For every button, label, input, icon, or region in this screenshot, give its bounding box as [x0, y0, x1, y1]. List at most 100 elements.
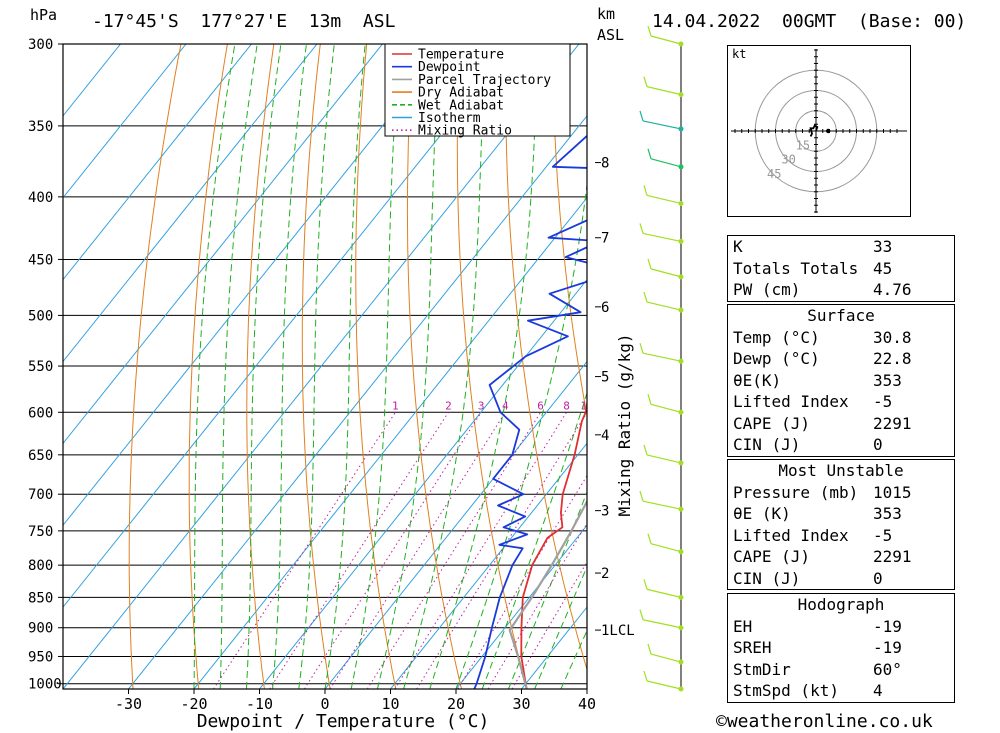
temp-tick-label: 20 [447, 695, 465, 713]
surface-value: 22.8 [873, 349, 912, 368]
km-tick-label: 1LCL [601, 623, 635, 639]
most-unstable-key: θE (K) [733, 504, 791, 523]
wind-barb-flag [647, 643, 652, 655]
temp-tick-label: -30 [115, 695, 142, 713]
wet-adiabat [350, 44, 401, 689]
surface-row: Dewp (°C) 22.8 [728, 348, 954, 370]
hodograph-stat-row: EH -19 [728, 616, 954, 638]
km-tick-label: 7 [601, 231, 609, 247]
hodograph-trace [809, 124, 819, 137]
km-tick-label: 6 [601, 300, 609, 316]
index-row: PW (cm) 4.76 [728, 279, 954, 301]
surface-value: 353 [873, 370, 902, 390]
surface-key: Lifted Index [733, 392, 849, 411]
hodograph-stat-key: EH [733, 616, 753, 636]
isotherm-line [586, 688, 587, 689]
hodograph-stat-row: SREH -19 [728, 637, 954, 659]
wind-barb-flag [639, 490, 644, 502]
wet-adiabat [298, 44, 335, 689]
isotherm-line [63, 44, 187, 199]
mixing-ratio-line [303, 412, 482, 689]
wet-adiabat [455, 180, 587, 689]
surface-value: 0 [873, 435, 883, 454]
index-value: 33 [873, 237, 893, 256]
wind-barb-flag [639, 110, 644, 122]
mixing-ratio-label: 4 [502, 399, 509, 412]
hodograph-stat-value: -19 [873, 638, 902, 657]
surface-value: 2291 [873, 413, 912, 433]
dry-adiabat [692, 44, 720, 689]
hodograph-stat-value: 60° [873, 659, 902, 679]
wind-barb-flag [647, 258, 652, 270]
wet-adiabat [534, 565, 587, 689]
most-unstable-key: Pressure (mb) [733, 482, 859, 502]
isotherm-line [653, 44, 721, 689]
km-tick-label: 4 [601, 428, 609, 444]
indices-table: K 33 Totals Totals 45 PW (cm) 4.76 [727, 235, 955, 302]
datetime-title: 14.04.2022 00GMT (Base: 00) [652, 11, 967, 32]
most-unstable-value: -5 [873, 525, 893, 545]
dry-adiabat [246, 44, 275, 689]
hodograph-stat-row: StmSpd (kt) 4 [728, 680, 954, 702]
wet-adiabat [586, 687, 587, 689]
pressure-tick-label: 600 [28, 405, 53, 421]
mixing-ratio-line [487, 522, 587, 689]
legend-entry: Mixing Ratio [418, 124, 512, 139]
most-unstable-row: θE (K) 353 [728, 503, 954, 525]
hodograph-unit: kt [732, 47, 746, 61]
legend-entry: Wet Adiabat [418, 98, 504, 113]
index-key: Totals Totals [733, 258, 859, 278]
temp-tick-label: 30 [512, 695, 530, 713]
wet-adiabat [245, 44, 282, 689]
storm-motion-dot [825, 128, 831, 134]
most-unstable-row: Lifted Index -5 [728, 525, 954, 547]
dry-adiabat [456, 44, 528, 689]
wind-barb-flag [647, 25, 652, 37]
temp-tick-label: 40 [578, 695, 596, 713]
surface-value: -5 [873, 392, 893, 411]
pressure-tick-label: 800 [28, 558, 53, 574]
temp-tick-label: 10 [381, 695, 399, 713]
credit-link[interactable]: ©weatheronline.co.uk [716, 711, 933, 732]
hodograph-ring-label: 45 [767, 167, 781, 181]
x-axis-label: Dewpoint / Temperature (°C) [197, 711, 490, 732]
legend-entry: Parcel Trajectory [418, 73, 551, 88]
hodograph-stat-value: -19 [873, 616, 902, 636]
index-value: 4.76 [873, 280, 912, 299]
surface-key: CIN (J) [733, 435, 801, 454]
km-label: km [597, 5, 616, 23]
wind-barb-shaft [650, 403, 682, 413]
wind-barb-shaft [642, 352, 682, 362]
index-key: K [733, 237, 743, 256]
wind-barb-flag [647, 533, 652, 544]
mixing-ratio-line [416, 412, 587, 689]
isotherm-line [63, 44, 514, 608]
index-value: 45 [873, 258, 893, 278]
wind-barb-flag [643, 291, 648, 303]
wind-barb-flag [643, 670, 648, 682]
most-unstable-value: 353 [873, 504, 902, 523]
isotherm-line [63, 44, 252, 281]
wet-adiabat [481, 391, 587, 689]
wind-barb-shaft [646, 588, 682, 598]
legend-entry: Temperature [418, 48, 504, 63]
pressure-tick-label: 750 [28, 524, 53, 540]
isotherm-line [63, 44, 383, 445]
pressure-tick-label: 700 [28, 487, 53, 503]
surface-row: CIN (J) 0 [728, 434, 954, 456]
surface-title: Surface [807, 306, 875, 325]
index-key: PW (cm) [733, 280, 801, 299]
hodograph-ring-label: 30 [781, 153, 795, 167]
wind-barb-flag [647, 148, 652, 159]
mixing-ratio-label: 2 [445, 399, 452, 412]
index-row: Totals Totals 45 [728, 258, 954, 280]
surface-key: Dewp (°C) [733, 349, 820, 368]
most-unstable-key: CIN (J) [733, 568, 801, 588]
temp-tick-label: 0 [320, 695, 329, 713]
wet-adiabat [193, 44, 236, 689]
most-unstable-value: 1015 [873, 482, 912, 502]
hodograph-stat-key: SREH [733, 638, 772, 657]
mixing-ratio-label: 1 [392, 399, 399, 412]
pressure-tick-label: 650 [28, 448, 53, 464]
surface-row: Lifted Index -5 [728, 391, 954, 413]
